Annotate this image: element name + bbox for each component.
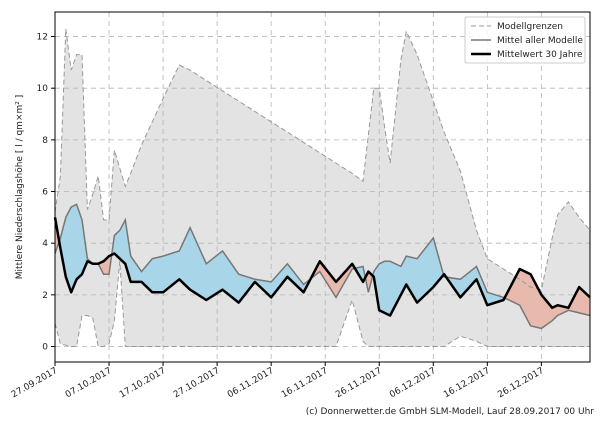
x-tick-label: 17.10.2017: [118, 366, 168, 400]
x-tick-label: 06.11.2017: [226, 366, 276, 400]
y-tick-label: 0: [42, 343, 48, 353]
x-tick-label: 27.10.2017: [172, 366, 222, 400]
x-tick-label: 26.12.2017: [496, 366, 546, 400]
legend-label: Mittelwert 30 Jahre: [497, 50, 583, 60]
y-tick-label: 4: [42, 239, 48, 249]
legend-label: Mittel aller Modelle: [497, 36, 583, 46]
x-tick-label: 06.12.2017: [388, 366, 438, 400]
legend-label: Modellgrenzen: [497, 22, 563, 32]
model-mean-line: [54, 203, 591, 330]
y-tick-label: 12: [37, 33, 48, 43]
x-tick-label: 27.09.2017: [10, 366, 60, 400]
x-tick-label: 16.11.2017: [280, 366, 330, 400]
y-tick-label: 10: [37, 84, 49, 94]
legend-box: [464, 16, 586, 64]
footer: (c) Donnerwetter.de GmbH SLM-Modell, Lau…: [306, 407, 595, 417]
x-tick-label: 26.11.2017: [334, 366, 384, 400]
y-tick-label: 8: [42, 136, 48, 146]
y-tick-label: 6: [42, 188, 48, 198]
x-tick-label: 16.12.2017: [442, 366, 492, 400]
range-upper-line: [54, 28, 591, 291]
range-lower-line: [54, 261, 590, 347]
plot-frame: [54, 11, 591, 363]
y-axis-label: Mittlere Niederschlagshöhe [ l / qm×m² ]: [15, 95, 25, 279]
normal-line: [53, 217, 591, 317]
x-tick-label: 07.10.2017: [64, 366, 114, 400]
y-tick-label: 2: [42, 291, 48, 301]
